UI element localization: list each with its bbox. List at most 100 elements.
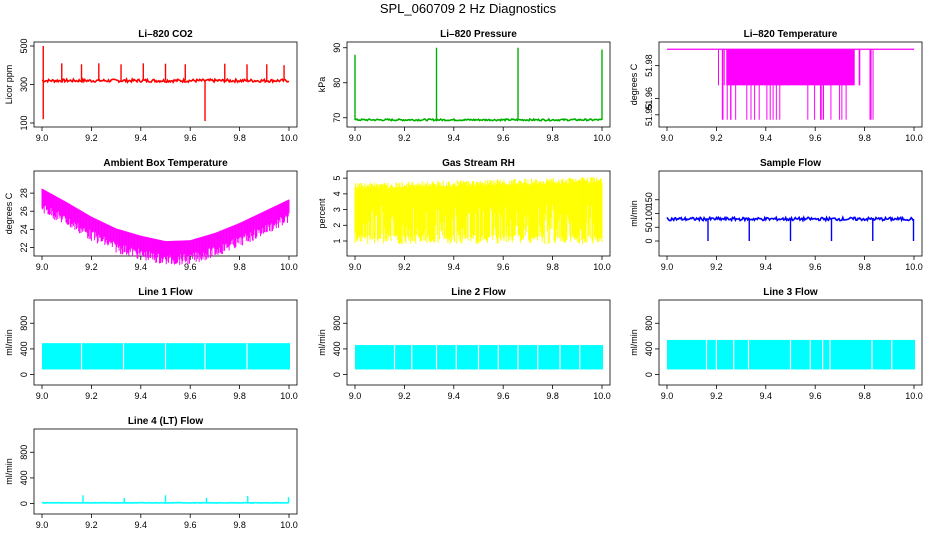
y-axis-label: ml/min bbox=[4, 329, 14, 356]
x-tick-label: 9.6 bbox=[809, 262, 822, 272]
y-tick-label: 0 bbox=[19, 501, 29, 506]
y-tick-label: 800 bbox=[19, 445, 29, 460]
x-tick-label: 9.2 bbox=[85, 133, 98, 143]
y-tick-label: 26 bbox=[19, 206, 29, 216]
x-tick-label: 9.0 bbox=[661, 262, 674, 272]
x-tick-label: 9.8 bbox=[858, 262, 871, 272]
x-tick-label: 10.0 bbox=[905, 262, 923, 272]
x-tick-label: 9.2 bbox=[710, 391, 723, 401]
x-tick-label: 10.0 bbox=[280, 262, 298, 272]
y-tick-label: 3 bbox=[332, 207, 342, 212]
x-tick-label: 9.0 bbox=[349, 133, 362, 143]
x-tick-label: 9.4 bbox=[135, 391, 148, 401]
panel-3: Li–820 Temperature degrees C 9.0 9.2 9.4 9.6 9… bbox=[629, 29, 923, 143]
y-tick-label: 51.96 bbox=[644, 87, 654, 110]
y-tick-label: 22 bbox=[19, 242, 29, 252]
main-title: SPL_060709 2 Hz Diagnostics bbox=[379, 1, 557, 16]
x-tick-label: 9.0 bbox=[36, 520, 49, 530]
y-tick-label: 50 bbox=[644, 222, 654, 232]
plot-frame bbox=[33, 41, 298, 128]
y-tick-label: 800 bbox=[644, 316, 654, 331]
series-band bbox=[726, 49, 855, 86]
x-tick-label: 9.2 bbox=[710, 133, 723, 143]
x-tick-label: 9.0 bbox=[36, 391, 49, 401]
x-tick-label: 9.4 bbox=[135, 520, 148, 530]
x-tick-label: 9.2 bbox=[710, 262, 723, 272]
y-tick-label: 80 bbox=[332, 78, 342, 88]
x-tick-label: 9.6 bbox=[184, 520, 197, 530]
plot-frame bbox=[658, 170, 923, 257]
panel-4: Ambient Box Temperature degrees C 9.0 9.2 9.… bbox=[4, 158, 298, 272]
y-axis-label: ml/min bbox=[629, 200, 639, 227]
x-tick-label: 10.0 bbox=[280, 133, 298, 143]
y-tick-label: 1 bbox=[332, 238, 342, 243]
x-tick-label: 9.0 bbox=[661, 391, 674, 401]
y-tick-label: 51.98 bbox=[644, 54, 654, 77]
x-tick-label: 9.4 bbox=[448, 262, 461, 272]
y-tick-label: 100 bbox=[19, 115, 29, 130]
y-tick-label: 0 bbox=[19, 372, 29, 377]
x-tick-label: 9.8 bbox=[546, 391, 559, 401]
y-tick-label: 0 bbox=[644, 372, 654, 377]
y-tick-label: 400 bbox=[19, 470, 29, 485]
x-tick-label: 9.4 bbox=[448, 391, 461, 401]
x-tick-label: 9.8 bbox=[233, 133, 246, 143]
x-tick-label: 9.8 bbox=[546, 262, 559, 272]
panel-9: Line 3 Flow ml/min 9.0 9.2 9.4 9.6 9.8 10.0 0 400… bbox=[629, 287, 923, 401]
x-tick-label: 10.0 bbox=[593, 391, 611, 401]
x-tick-label: 9.6 bbox=[497, 391, 510, 401]
panel-7: Line 1 Flow ml/min 9.0 9.2 9.4 9.6 9.8 10.0 0 400… bbox=[4, 287, 298, 401]
x-tick-label: 9.6 bbox=[809, 133, 822, 143]
plot-frame bbox=[346, 41, 611, 128]
x-tick-label: 9.2 bbox=[398, 262, 411, 272]
y-tick-label: 400 bbox=[332, 341, 342, 356]
y-tick-label: 800 bbox=[19, 316, 29, 331]
x-tick-label: 9.6 bbox=[497, 262, 510, 272]
y-tick-label: 2 bbox=[332, 223, 342, 228]
x-tick-label: 10.0 bbox=[280, 391, 298, 401]
panel-title: Line 1 Flow bbox=[138, 287, 193, 298]
x-tick-label: 9.0 bbox=[349, 262, 362, 272]
plot-frame bbox=[346, 170, 611, 257]
panel-5: Gas Stream RH percent 9.0 9.2 9.4 9.6 9.8 10.0 1… bbox=[317, 158, 611, 272]
y-tick-label: 100 bbox=[644, 206, 654, 221]
x-tick-label: 9.8 bbox=[858, 133, 871, 143]
y-tick-label: 0 bbox=[644, 238, 654, 243]
x-tick-label: 9.6 bbox=[809, 391, 822, 401]
y-tick-label: 5 bbox=[332, 176, 342, 181]
panel-title: Line 2 Flow bbox=[451, 287, 506, 298]
plot-frame bbox=[33, 428, 298, 515]
x-tick-label: 10.0 bbox=[905, 133, 923, 143]
x-tick-label: 10.0 bbox=[280, 520, 298, 530]
panel-title: Gas Stream RH bbox=[442, 158, 515, 169]
x-tick-label: 9.0 bbox=[661, 133, 674, 143]
y-axis-label: Licor ppm bbox=[4, 65, 14, 105]
x-tick-label: 10.0 bbox=[593, 262, 611, 272]
y-tick-label: 400 bbox=[19, 341, 29, 356]
panel-title: Li–820 CO2 bbox=[138, 29, 193, 40]
series-line bbox=[41, 76, 290, 84]
y-axis-label: percent bbox=[317, 198, 327, 229]
x-tick-label: 9.0 bbox=[36, 262, 49, 272]
plot-frame bbox=[658, 41, 923, 128]
x-tick-label: 9.0 bbox=[36, 133, 49, 143]
panel-title: Li–820 Temperature bbox=[744, 29, 838, 40]
x-tick-label: 9.6 bbox=[497, 133, 510, 143]
x-tick-label: 9.4 bbox=[135, 133, 148, 143]
x-tick-label: 9.2 bbox=[85, 262, 98, 272]
y-tick-label: 90 bbox=[332, 43, 342, 53]
series-line bbox=[354, 117, 603, 123]
y-axis-label: degrees C bbox=[4, 192, 14, 234]
x-tick-label: 9.2 bbox=[85, 520, 98, 530]
y-axis-label: ml/min bbox=[629, 329, 639, 356]
x-tick-label: 9.6 bbox=[184, 391, 197, 401]
y-tick-label: 0 bbox=[332, 372, 342, 377]
panel-title: Li–820 Pressure bbox=[440, 29, 517, 40]
y-axis-label: kPa bbox=[317, 77, 327, 93]
panel-title: Line 4 (LT) Flow bbox=[128, 416, 204, 427]
panel-1: Li–820 CO2 Licor ppm 9.0 9.2 9.4 9.6 9.8 10.0 10… bbox=[4, 29, 298, 143]
x-tick-label: 9.8 bbox=[858, 391, 871, 401]
y-axis-label: degrees C bbox=[629, 63, 639, 105]
